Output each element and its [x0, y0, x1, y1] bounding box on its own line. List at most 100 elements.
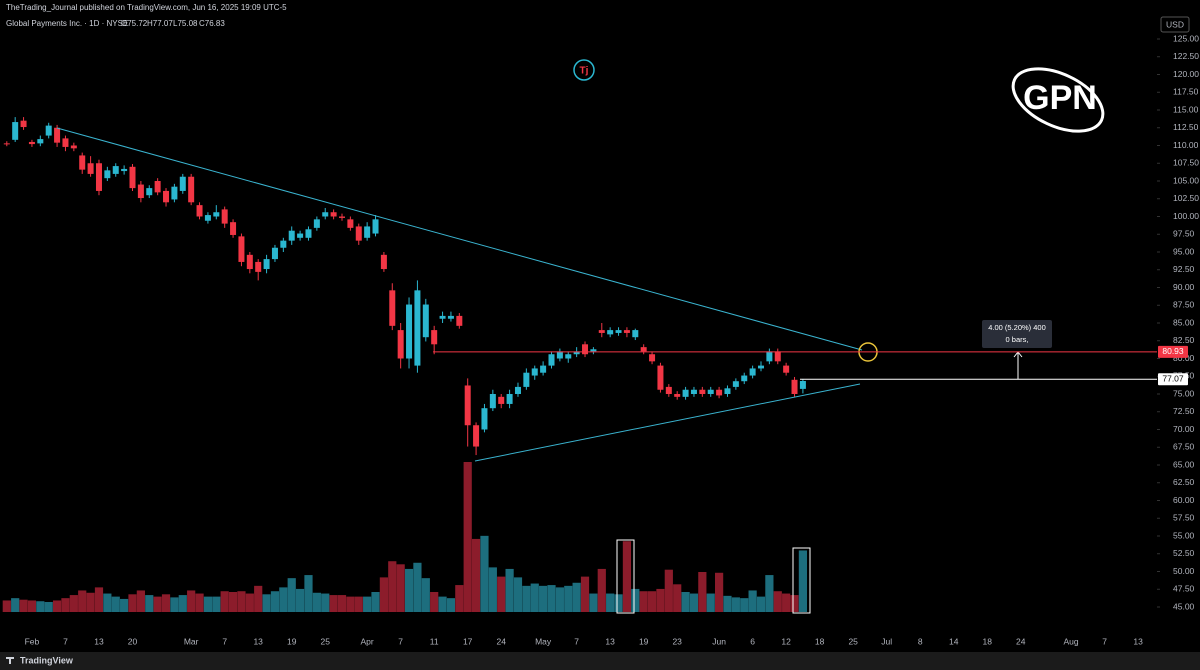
volume-bar: [354, 596, 363, 612]
volume-bar: [296, 588, 305, 612]
candle-body: [230, 222, 237, 235]
candle-body: [112, 166, 119, 174]
y-tick-label: 112.50: [1173, 122, 1199, 132]
volume-bar: [497, 576, 506, 612]
candle-body: [330, 212, 337, 217]
candle-body: [263, 259, 270, 270]
x-tick-label: May: [535, 636, 552, 646]
volume-bar: [371, 592, 380, 612]
candle-body: [146, 188, 153, 196]
candle-body: [481, 408, 488, 430]
volume-bar: [798, 550, 807, 612]
ohlc-open: O75.72: [121, 19, 148, 28]
y-tick-label: 117.50: [1173, 87, 1199, 97]
volume-bar: [388, 561, 397, 612]
trendline-lower: [474, 383, 861, 462]
x-tick-label: 14: [949, 636, 959, 646]
candle-body: [54, 127, 61, 143]
volume-bar: [656, 588, 665, 612]
x-tick-label: 7: [1102, 636, 1107, 646]
candle-body: [506, 394, 513, 404]
candle-body: [372, 219, 379, 234]
volume-bar: [187, 590, 196, 612]
x-tick-label: 13: [94, 636, 104, 646]
x-tick-label: 13: [253, 636, 263, 646]
volume-bar: [547, 585, 556, 612]
candle-body: [439, 315, 446, 319]
candle-body: [204, 215, 211, 221]
volume-bar: [580, 576, 590, 612]
x-tick-label: 8: [918, 636, 923, 646]
plot: 45.00 47.50 50.00 52.50 55.00 57.50 60.00 62.50…: [2, 33, 1199, 646]
candle-body: [422, 304, 429, 338]
x-tick-label: 24: [1016, 636, 1026, 646]
candle-body: [590, 349, 597, 352]
y-tick-label: 107.50: [1173, 158, 1199, 168]
candle-body: [690, 389, 697, 394]
volume-bar: [421, 578, 430, 612]
x-tick-label: 18: [983, 636, 993, 646]
footer-icon: [6, 657, 14, 664]
candle-body: [774, 351, 781, 362]
price-label-box: [1158, 345, 1188, 358]
y-tick-label: 90.00: [1173, 282, 1195, 292]
x-tick-label: Jun: [712, 636, 726, 646]
volume-bar: [513, 577, 523, 612]
candle-body: [414, 290, 421, 366]
volume-bar: [715, 572, 724, 612]
candle-body: [95, 163, 102, 191]
footer-bar: [0, 652, 1200, 670]
x-tick-label: 12: [781, 636, 791, 646]
currency: USD: [1166, 19, 1184, 29]
ohlc-low: L75.08: [173, 19, 198, 28]
candle-body: [682, 389, 689, 397]
volume-bar: [455, 585, 464, 612]
volume-bar: [404, 568, 414, 612]
candle-body: [766, 351, 773, 362]
x-tick-label: 17: [463, 636, 473, 646]
candle-body: [699, 389, 706, 394]
y-tick-label: 57.50: [1173, 513, 1195, 523]
candle-body: [406, 304, 413, 359]
volume-bar: [170, 597, 179, 612]
volume-bar: [245, 593, 254, 612]
candle-body: [137, 184, 144, 199]
volume-bar: [237, 591, 246, 612]
candle-body: [355, 226, 362, 241]
volume-bar: [740, 598, 749, 612]
y-tick-label: 110.00: [1173, 140, 1199, 150]
candle-body: [598, 330, 605, 333]
candle-body: [431, 330, 438, 345]
y-tick-label: 122.50: [1173, 51, 1199, 61]
volume-bar: [36, 601, 45, 612]
currency-box: [1160, 16, 1190, 33]
volume-bar: [287, 578, 296, 612]
y-tick-label: 115.00: [1173, 104, 1199, 114]
candle-body: [397, 330, 404, 359]
candle-body: [489, 394, 496, 409]
x-tick-label: Apr: [361, 636, 374, 646]
volume-bar: [94, 587, 104, 612]
volume-bar: [488, 567, 497, 612]
candle-body: [741, 375, 748, 382]
ohlc-close: C76.83: [199, 19, 225, 28]
volume-bar: [161, 594, 171, 612]
candle-body: [473, 425, 480, 447]
candle-body: [213, 212, 220, 217]
volume-bar: [203, 596, 213, 612]
candle-body: [514, 386, 521, 394]
volume-bar: [572, 582, 581, 612]
y-tick-label: 45.00: [1173, 601, 1195, 611]
candle-body: [171, 186, 178, 200]
price-label: 77.07: [1162, 374, 1184, 384]
y-tick-label: 72.50: [1173, 406, 1195, 416]
volume-bar: [530, 583, 539, 612]
volume-bar: [614, 594, 623, 612]
volume-bar: [270, 591, 280, 612]
volume-bar: [539, 585, 548, 612]
y-tick-label: 82.50: [1173, 335, 1195, 345]
volume-bar: [145, 595, 154, 612]
candle-body: [79, 155, 86, 170]
y-tick-label: 120.00: [1173, 69, 1199, 79]
candle-body: [732, 381, 739, 387]
